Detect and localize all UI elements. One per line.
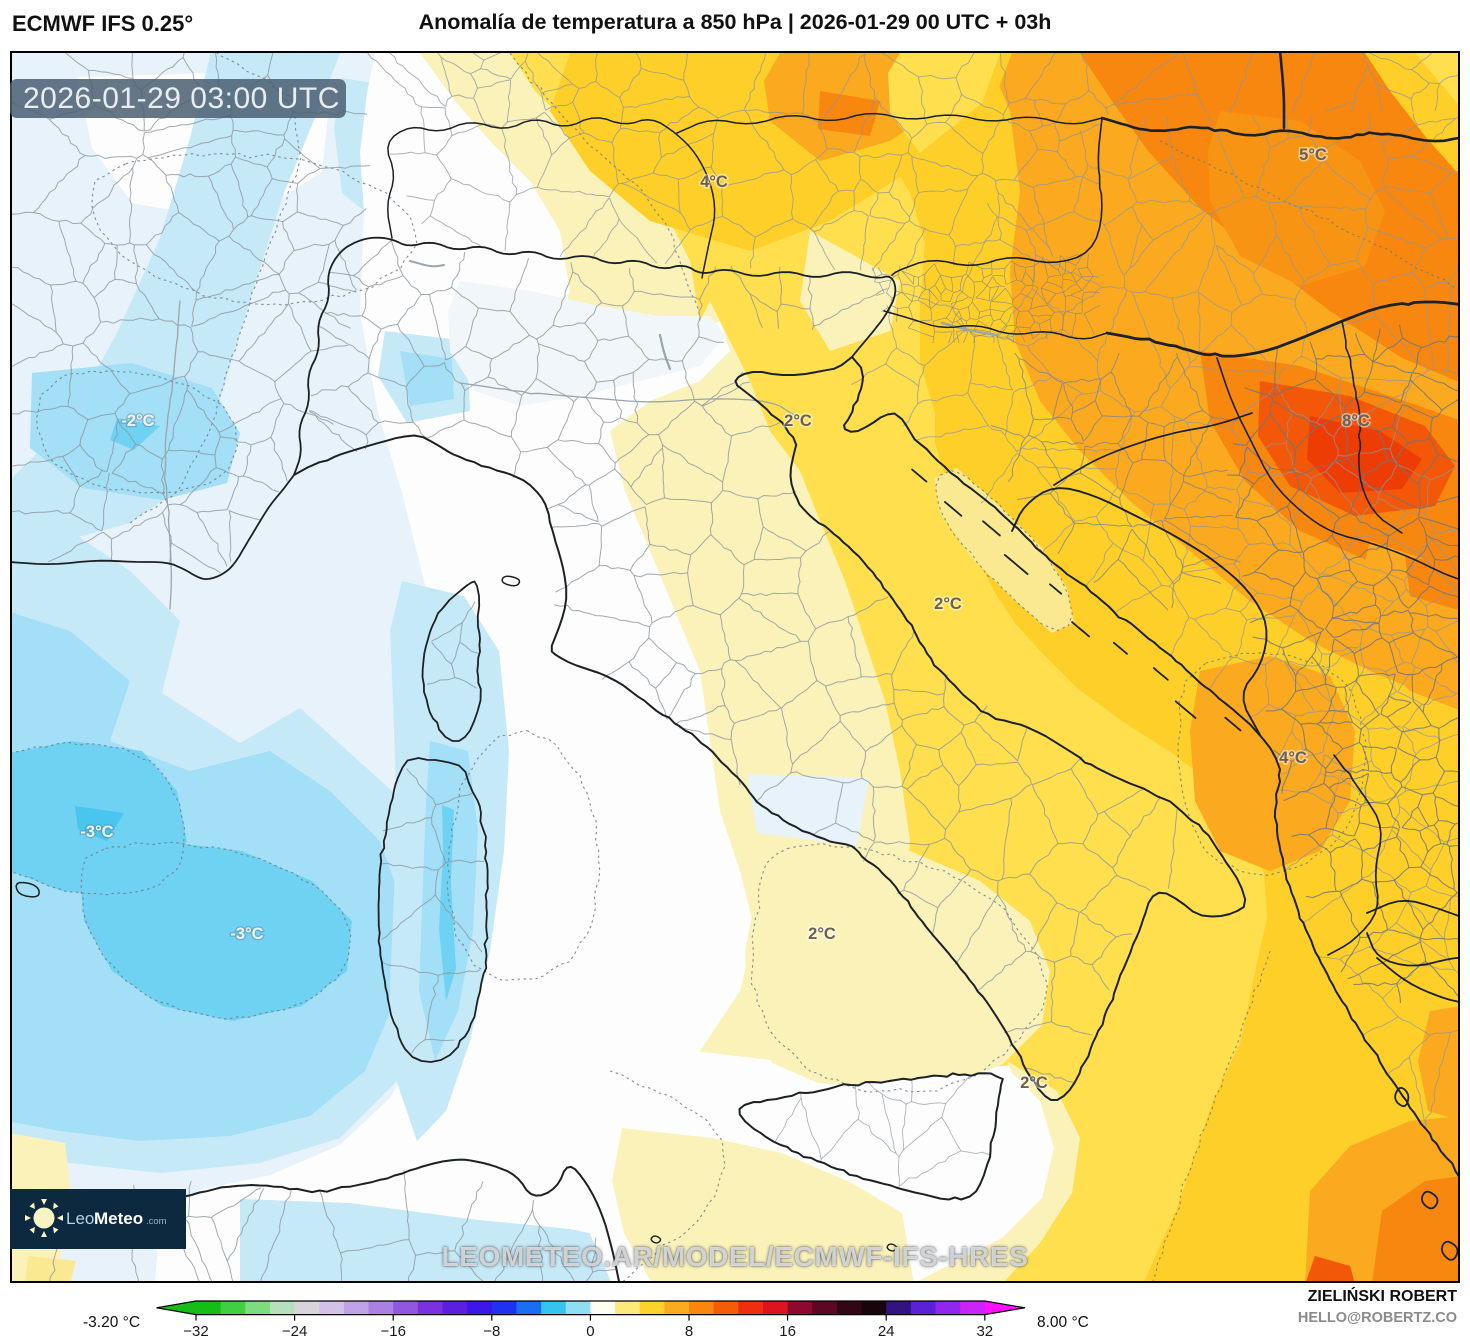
svg-text:16: 16 [779,1323,796,1339]
svg-text:24: 24 [878,1323,895,1339]
svg-text:-3°C: -3°C [230,925,263,943]
svg-text:−16: −16 [380,1323,405,1339]
svg-text:2°C: 2°C [784,412,812,430]
svg-text:32: 32 [976,1323,993,1339]
svg-text:.com: .com [146,1216,167,1227]
svg-text:2°C: 2°C [934,595,962,613]
svg-text:2°C: 2°C [808,925,836,943]
svg-text:−8: −8 [483,1323,500,1339]
svg-text:4°C: 4°C [700,173,728,191]
svg-text:−24: −24 [282,1323,307,1339]
svg-text:Leo: Leo [66,1209,94,1228]
svg-text:−32: −32 [183,1323,208,1339]
svg-text:4°C: 4°C [1279,749,1307,767]
svg-text:-2°C: -2°C [121,412,154,430]
svg-text:-3°C: -3°C [80,823,113,841]
svg-text:0: 0 [586,1323,594,1339]
svg-text:8°C: 8°C [1342,412,1370,430]
svg-text:Meteo: Meteo [94,1209,143,1228]
svg-text:2°C: 2°C [1020,1074,1048,1092]
svg-text:5°C: 5°C [1299,146,1327,164]
svg-text:8: 8 [685,1323,693,1339]
